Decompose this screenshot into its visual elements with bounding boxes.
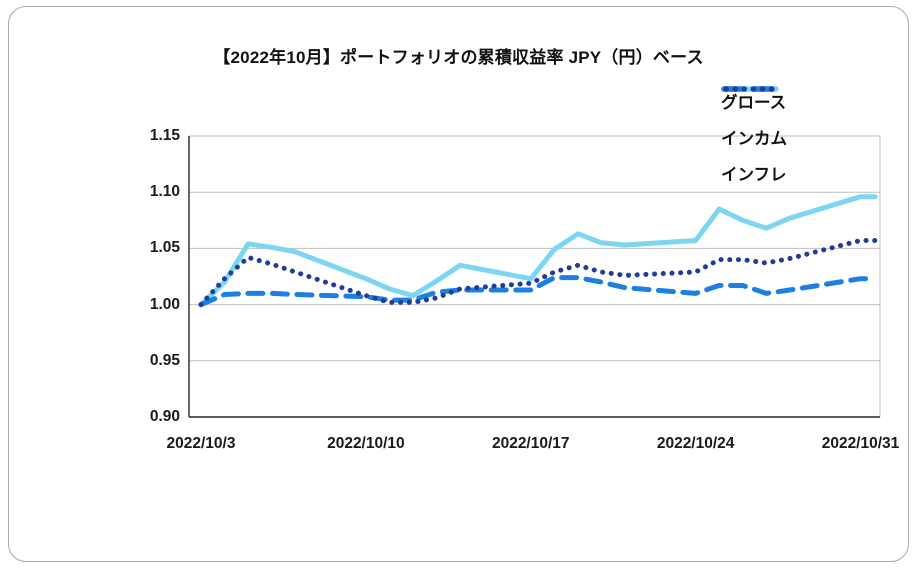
y-tick-label-0.90: 0.90 — [118, 408, 180, 426]
y-tick-label-0.95: 0.95 — [118, 352, 180, 370]
legend-label-income: インカム — [721, 125, 787, 149]
x-tick-label-2022-10-31: 2022/10/31 — [796, 435, 916, 453]
y-tick-label-1.15: 1.15 — [118, 127, 180, 145]
x-tick-label-2022-10-3: 2022/10/3 — [136, 435, 266, 453]
legend-label-inflation: インフレ — [721, 161, 787, 185]
legend-row-inflation: インフレ — [721, 155, 787, 191]
x-tick-label-2022-10-24: 2022/10/24 — [631, 435, 761, 453]
inflation-line-sample-icon — [721, 83, 779, 95]
legend: グロース インカム インフレ — [721, 83, 787, 191]
x-tick-label-2022-10-17: 2022/10/17 — [466, 435, 596, 453]
growth-line — [201, 197, 875, 305]
y-tick-label-1.10: 1.10 — [118, 183, 180, 201]
x-tick-label-2022-10-10: 2022/10/10 — [301, 435, 431, 453]
y-tick-label-1.05: 1.05 — [118, 239, 180, 257]
y-tick-label-1.00: 1.00 — [118, 296, 180, 314]
legend-row-income: インカム — [721, 119, 787, 155]
